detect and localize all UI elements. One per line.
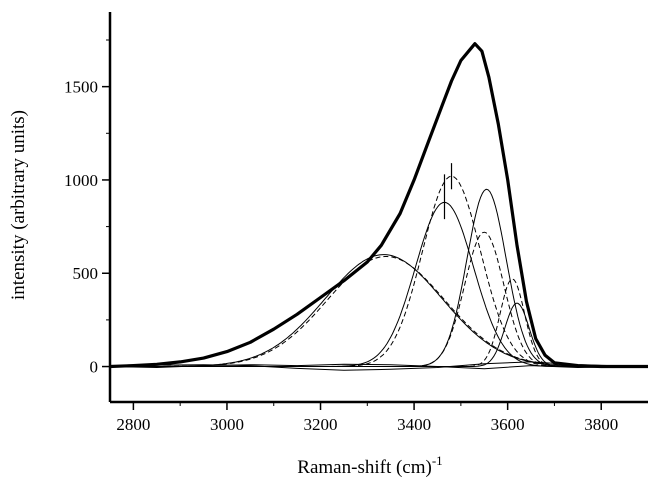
series-line-10 (109, 361, 648, 371)
x-tick-label: 3000 (210, 415, 244, 434)
series-line-7 (110, 231, 648, 367)
series-line-1 (109, 42, 648, 369)
series-line-6 (110, 188, 648, 367)
series-line-5 (110, 175, 648, 367)
x-tick-label: 3600 (491, 415, 525, 434)
y-tick-label: 1500 (64, 78, 98, 97)
x-tick-label: 3200 (304, 415, 338, 434)
x-tick-label: 3800 (584, 415, 618, 434)
y-tick-label: 1000 (64, 171, 98, 190)
y-tick-label: 0 (90, 358, 99, 377)
series-line-4 (110, 201, 648, 367)
x-tick-label: 2800 (116, 415, 150, 434)
series-line-3 (110, 256, 648, 367)
series-line-11 (109, 363, 648, 370)
series-line-2 (110, 254, 648, 367)
tick-labels: 2800 3000 3200 3400 3600 3800 0 500 1000 1500 (64, 78, 618, 434)
y-axis-title: intensity (arbitrary units) (8, 110, 29, 300)
series-line-9 (110, 278, 648, 367)
x-axis-title: Raman-shift (cm)-1 (297, 453, 442, 477)
plot-curves (109, 42, 648, 371)
axes (102, 12, 648, 410)
series-line-8 (110, 302, 648, 367)
peak-markers (443, 163, 453, 220)
x-tick-label: 3400 (397, 415, 431, 434)
y-tick-label: 500 (73, 264, 99, 283)
